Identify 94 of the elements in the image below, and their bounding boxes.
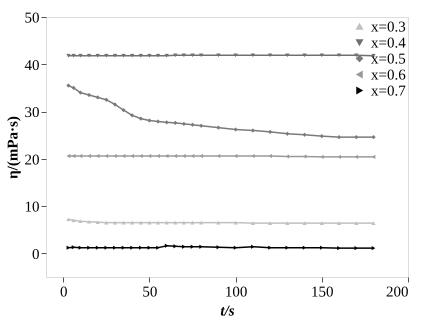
y-tick-label: 10 bbox=[24, 200, 40, 216]
point bbox=[147, 54, 152, 58]
point bbox=[320, 53, 324, 58]
point bbox=[86, 92, 92, 98]
point bbox=[216, 220, 220, 224]
point bbox=[121, 220, 126, 224]
point bbox=[156, 246, 160, 250]
point bbox=[173, 53, 178, 58]
x-tick-label: 200 bbox=[386, 284, 408, 300]
point bbox=[268, 53, 272, 58]
point bbox=[216, 125, 220, 130]
point bbox=[71, 54, 76, 58]
point bbox=[96, 220, 100, 224]
point bbox=[112, 54, 118, 58]
point bbox=[285, 221, 290, 225]
x-tick-label: 0 bbox=[60, 284, 68, 300]
y-tick-label: 40 bbox=[24, 58, 40, 74]
point bbox=[78, 54, 83, 58]
point bbox=[250, 221, 255, 225]
y-tick-label: 20 bbox=[24, 152, 40, 168]
point bbox=[216, 53, 220, 58]
point bbox=[320, 134, 324, 138]
point bbox=[234, 53, 238, 58]
point bbox=[66, 217, 71, 222]
point bbox=[234, 220, 238, 224]
point bbox=[66, 54, 71, 58]
point bbox=[285, 53, 290, 58]
point bbox=[302, 221, 307, 225]
point bbox=[86, 54, 92, 58]
legend-label: x=0.4 bbox=[371, 36, 406, 52]
legend-label: x=0.7 bbox=[371, 84, 406, 100]
point bbox=[336, 53, 342, 58]
y-axis-title: η/(mPa·s) bbox=[6, 116, 22, 179]
point bbox=[164, 54, 169, 58]
point bbox=[199, 220, 204, 224]
point bbox=[130, 113, 134, 118]
point bbox=[250, 53, 255, 58]
point bbox=[320, 221, 324, 225]
point bbox=[285, 132, 290, 136]
y-tick-label: 50 bbox=[24, 10, 40, 26]
point bbox=[156, 54, 160, 58]
point bbox=[173, 220, 178, 224]
point bbox=[86, 220, 92, 224]
legend-label: x=0.6 bbox=[371, 68, 406, 84]
point bbox=[66, 83, 71, 88]
point bbox=[164, 220, 169, 224]
point bbox=[130, 220, 134, 224]
point bbox=[199, 53, 204, 58]
point bbox=[71, 86, 76, 90]
y-tick-label: 0 bbox=[32, 246, 40, 263]
point bbox=[138, 116, 143, 121]
point bbox=[354, 221, 358, 225]
x-axis-title: t/s bbox=[220, 304, 235, 320]
point bbox=[121, 54, 126, 58]
point bbox=[182, 53, 186, 58]
point bbox=[371, 221, 376, 225]
point bbox=[104, 54, 108, 58]
point bbox=[112, 102, 118, 107]
legend-label: x=0.5 bbox=[371, 52, 406, 68]
point bbox=[354, 53, 358, 58]
point bbox=[104, 220, 108, 224]
point bbox=[130, 54, 134, 58]
point bbox=[121, 108, 126, 112]
point bbox=[147, 220, 152, 224]
point bbox=[96, 54, 100, 58]
point bbox=[173, 120, 178, 126]
point bbox=[182, 220, 186, 224]
x-tick-label: 150 bbox=[311, 284, 334, 300]
point bbox=[66, 246, 70, 250]
x-tick-label: 100 bbox=[224, 284, 248, 300]
point bbox=[104, 98, 108, 102]
point bbox=[138, 54, 143, 58]
point bbox=[164, 120, 169, 125]
point bbox=[372, 246, 376, 250]
point bbox=[78, 219, 83, 224]
point bbox=[199, 244, 203, 249]
point bbox=[156, 220, 160, 224]
point bbox=[78, 90, 83, 95]
point bbox=[190, 220, 195, 224]
x-tick-label: 50 bbox=[142, 284, 158, 300]
point bbox=[71, 218, 76, 222]
point bbox=[138, 220, 143, 224]
point bbox=[96, 95, 100, 100]
point bbox=[302, 53, 307, 58]
point bbox=[199, 124, 204, 128]
point bbox=[112, 220, 118, 224]
point bbox=[72, 245, 76, 250]
point bbox=[336, 221, 342, 225]
point bbox=[190, 53, 195, 58]
legend-label: x=0.3 bbox=[371, 20, 406, 36]
y-tick-label: 30 bbox=[24, 105, 40, 122]
point bbox=[234, 127, 238, 132]
point bbox=[250, 128, 255, 133]
point bbox=[268, 221, 272, 225]
